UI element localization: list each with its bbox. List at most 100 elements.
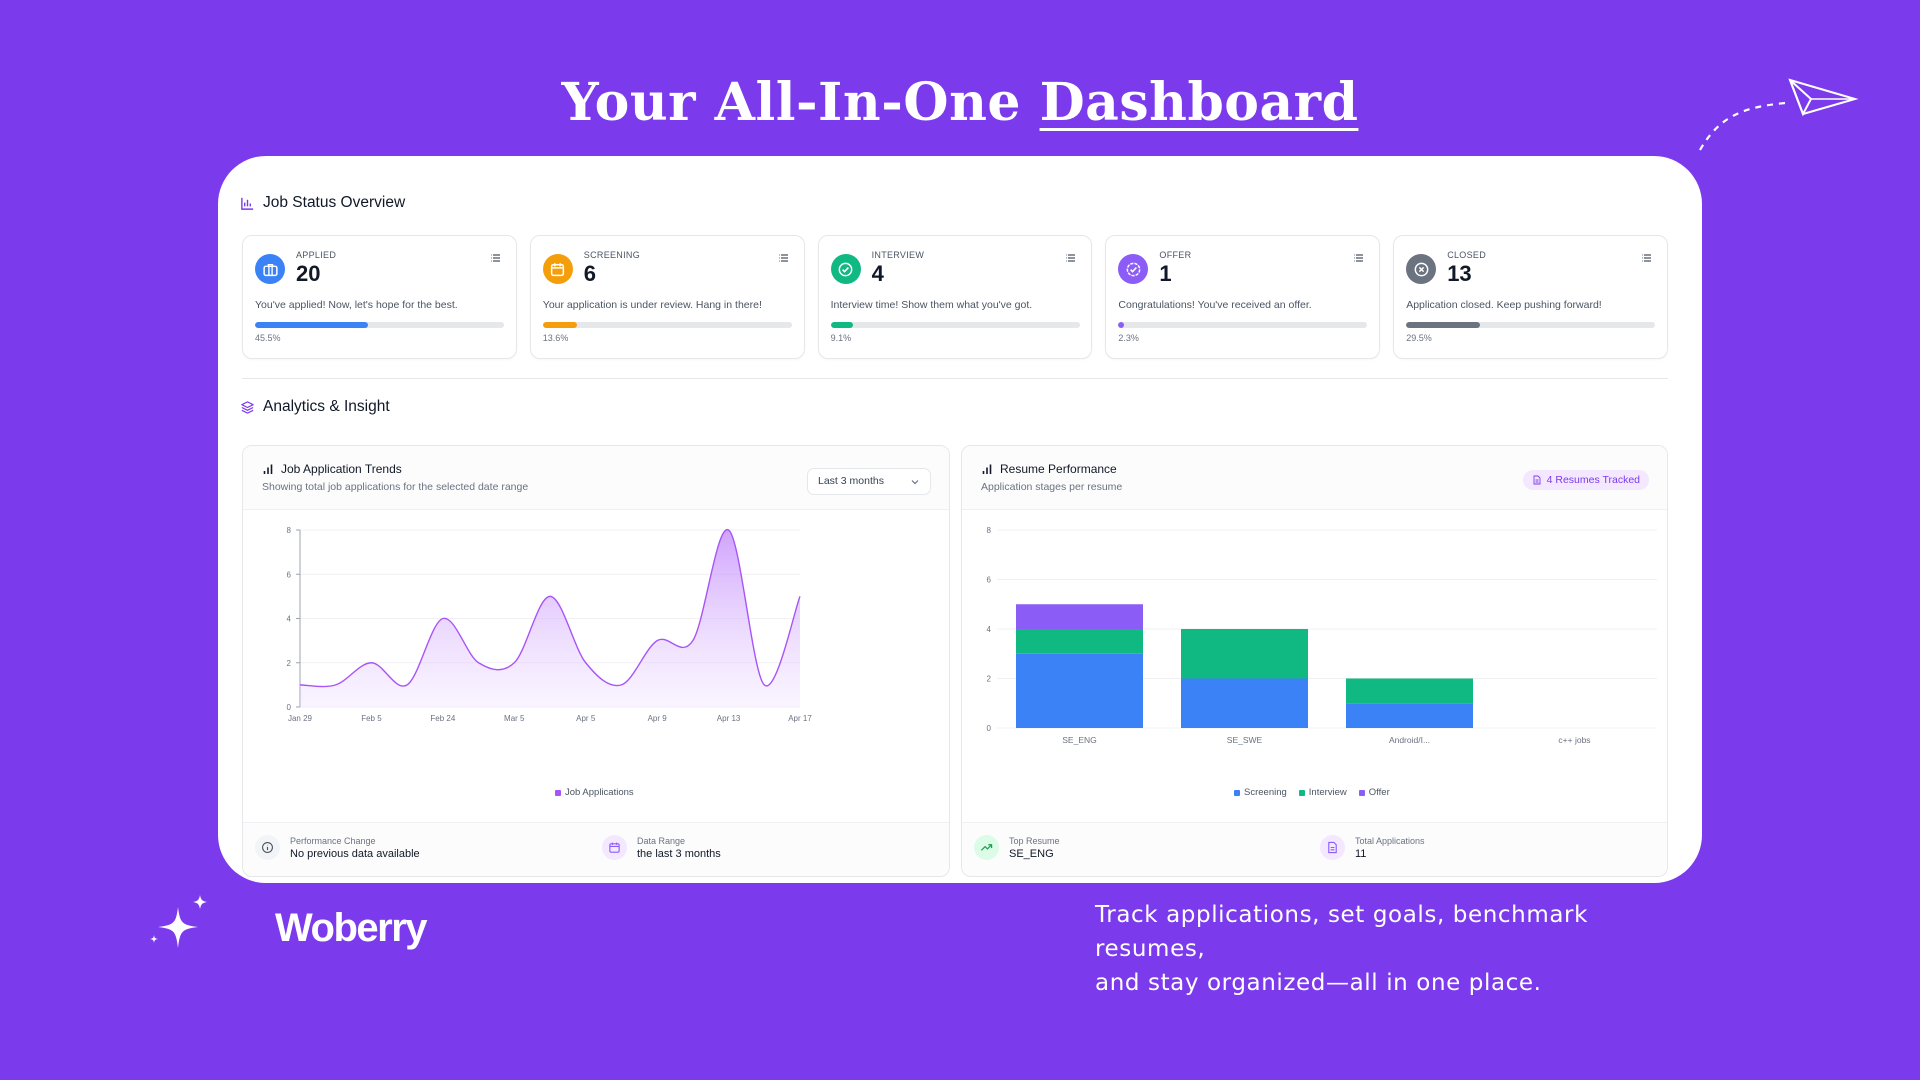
legend-label: Offer <box>1368 787 1390 798</box>
bar-segment <box>1181 629 1308 679</box>
check-circle-icon <box>830 254 861 284</box>
resumes-tracked-badge: 4 Resumes Tracked <box>1522 470 1649 490</box>
top-resume-stat: Top Resume SE_ENG <box>974 835 1060 860</box>
trend-chart: 0 2 4 6 8 Jan 29 Feb 5 Feb 24 Mar 5 Apr 5 Apr 9 Apr… <box>287 526 813 723</box>
sparkle-icon <box>150 895 207 948</box>
card-footer: Performance Change No previous data avai… <box>243 822 949 876</box>
resume-title: Resume Performance <box>1000 462 1117 476</box>
progress-bar <box>1406 322 1656 328</box>
legend-swatch <box>555 789 561 796</box>
data-range-stat: Data Range the last 3 months <box>602 835 721 860</box>
legend-label: Interview <box>1308 787 1347 798</box>
status-description: Your application is under review. Hang i… <box>542 299 762 311</box>
y-tick-label: 6 <box>987 576 992 585</box>
x-tick-label: Apr 17 <box>788 714 812 723</box>
status-label: APPLIED <box>296 250 337 260</box>
status-description: Application closed. Keep pushing forward… <box>1406 299 1602 311</box>
legend-item[interactable]: Interview <box>1298 787 1347 798</box>
status-card-offer[interactable]: OFFER 1 Congratulations! You've received… <box>1105 235 1381 359</box>
trends-title: Job Application Trends <box>281 462 402 476</box>
job-status-title: Job Status Overview <box>263 194 406 211</box>
progress-bar <box>830 322 1080 328</box>
y-tick-label: 4 <box>987 625 992 634</box>
legend-label: Job Applications <box>565 787 634 798</box>
signal-bars-icon <box>263 464 273 474</box>
date-range-select[interactable]: Last 3 months <box>807 468 931 495</box>
x-tick-label: Jan 29 <box>288 714 313 723</box>
status-count: 13 <box>1447 261 1472 286</box>
status-percent: 9.1% <box>830 333 852 343</box>
bar-chart-icon <box>241 197 254 210</box>
legend-item[interactable]: Job Applications <box>555 787 634 798</box>
analytics-title: Analytics & Insight <box>263 398 390 415</box>
status-label: INTERVIEW <box>871 250 925 260</box>
page-title-prefix: Your All-In-One <box>561 72 1021 133</box>
card-title: Resume Performance <box>981 462 1117 476</box>
status-card-closed[interactable]: CLOSED 13 Application closed. Keep pushi… <box>1393 235 1668 359</box>
list-menu-icon[interactable] <box>1641 252 1653 264</box>
bar-segment <box>1016 604 1143 629</box>
calendar-icon <box>542 254 573 284</box>
signal-bars-icon <box>982 464 992 474</box>
status-count: 6 <box>583 261 597 286</box>
x-tick-label: Android/I... <box>1389 735 1430 745</box>
bar-segment <box>1346 678 1473 704</box>
info-icon <box>255 835 280 860</box>
badge-label: 4 Resumes Tracked <box>1546 474 1640 486</box>
bar-segment <box>1181 678 1308 728</box>
series-line <box>299 529 801 688</box>
status-label: CLOSED <box>1447 250 1486 260</box>
status-count: 4 <box>871 261 884 286</box>
list-menu-icon[interactable] <box>1353 252 1365 264</box>
job-status-header: Job Status Overview <box>240 194 405 212</box>
status-count: 20 <box>296 261 321 286</box>
y-tick-label: 2 <box>287 659 292 668</box>
status-description: Congratulations! You've received an offe… <box>1118 299 1312 311</box>
stat-label: Performance Change <box>290 835 376 846</box>
page-title-emphasis: Dashboard <box>1039 72 1359 133</box>
legend-item[interactable]: Offer <box>1358 787 1390 798</box>
y-tick-label: 8 <box>987 526 992 535</box>
legend-item[interactable]: Screening <box>1234 787 1287 798</box>
x-tick-label: Apr 5 <box>576 714 596 723</box>
card-header: Job Application Trends Showing total job… <box>243 446 949 510</box>
resume-performance-card: Resume Performance Application stages pe… <box>961 445 1668 877</box>
stat-value: SE_ENG <box>1009 847 1054 860</box>
y-tick-label: 0 <box>287 703 292 712</box>
x-tick-label: Apr 13 <box>717 714 741 723</box>
legend-swatch <box>1234 789 1240 796</box>
x-tick-label: Feb 5 <box>361 714 382 723</box>
series-area <box>300 529 800 707</box>
x-tick-label: Apr 9 <box>648 714 668 723</box>
resume-chart: 0 2 4 6 8 SE_ENG SE_SWE Android/I... c++ jobs <box>987 526 1657 745</box>
dashboard-panel: Job Status Overview APPLIED 20 You've ap… <box>218 156 1702 883</box>
y-tick-label: 8 <box>287 526 292 535</box>
status-card-screening[interactable]: SCREENING 6 Your application is under re… <box>529 235 805 359</box>
stat-label: Top Resume <box>1009 835 1060 846</box>
y-tick-label: 2 <box>987 675 992 684</box>
trending-up-icon <box>974 835 999 860</box>
status-card-applied[interactable]: APPLIED 20 You've applied! Now, let's ho… <box>242 235 517 359</box>
progress-bar <box>542 322 792 328</box>
tagline-line-1: Track applications, set goals, benchmark… <box>1095 902 1589 962</box>
status-description: Interview time! Show them what you've go… <box>830 299 1033 311</box>
legend-swatch <box>1358 789 1365 796</box>
chevron-down-icon <box>911 480 919 485</box>
stat-value: 11 <box>1355 847 1367 860</box>
performance-change-stat: Performance Change No previous data avai… <box>255 835 420 860</box>
status-card-interview[interactable]: INTERVIEW 4 Interview time! Show them wh… <box>817 235 1093 359</box>
list-menu-icon[interactable] <box>1065 252 1077 264</box>
job-trends-card: Job Application Trends Showing total job… <box>242 445 950 877</box>
card-title: Job Application Trends <box>262 462 402 476</box>
brand-logo: Woberry <box>275 906 428 950</box>
bar-segment <box>1016 629 1143 654</box>
briefcase-icon <box>255 254 285 284</box>
status-percent: 13.6% <box>542 333 569 343</box>
list-menu-icon[interactable] <box>490 252 502 264</box>
list-menu-icon[interactable] <box>778 252 790 264</box>
date-range-value: Last 3 months <box>818 475 884 487</box>
badge-check-icon <box>1118 254 1149 284</box>
status-percent: 45.5% <box>255 333 281 343</box>
tagline-line-2: and stay organized—all in one place. <box>1095 970 1542 996</box>
status-cards: APPLIED 20 You've applied! Now, let's ho… <box>242 235 1668 359</box>
